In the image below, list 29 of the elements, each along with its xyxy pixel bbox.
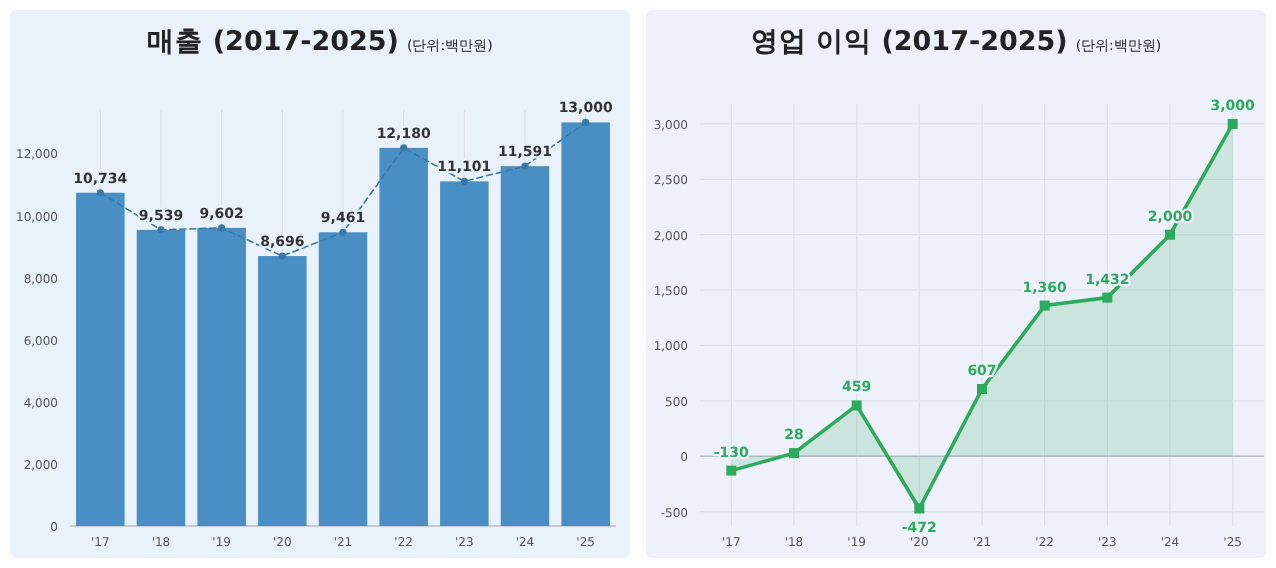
point [96,189,104,197]
chart-title: 영업 이익 (2017-2025) [750,26,1068,58]
point [521,162,529,170]
point [851,400,862,411]
bar [561,122,610,526]
point [278,252,286,260]
point [582,118,590,127]
point [914,503,925,514]
point [1039,300,1050,311]
point [1165,229,1175,240]
point [789,448,799,459]
point [1102,292,1113,303]
bar [136,229,186,526]
point [400,144,408,152]
point [460,177,468,185]
bar [379,147,428,526]
bar [258,256,307,526]
bar [500,166,550,526]
bar [197,227,246,526]
point [157,226,165,234]
point [218,224,226,232]
point [726,465,737,476]
point [977,383,987,394]
bar [318,232,368,526]
bar [76,192,125,526]
point [1227,118,1238,129]
bar [440,181,489,526]
chart-title: 매출 (2017-2025) [147,26,399,58]
point [339,228,347,236]
